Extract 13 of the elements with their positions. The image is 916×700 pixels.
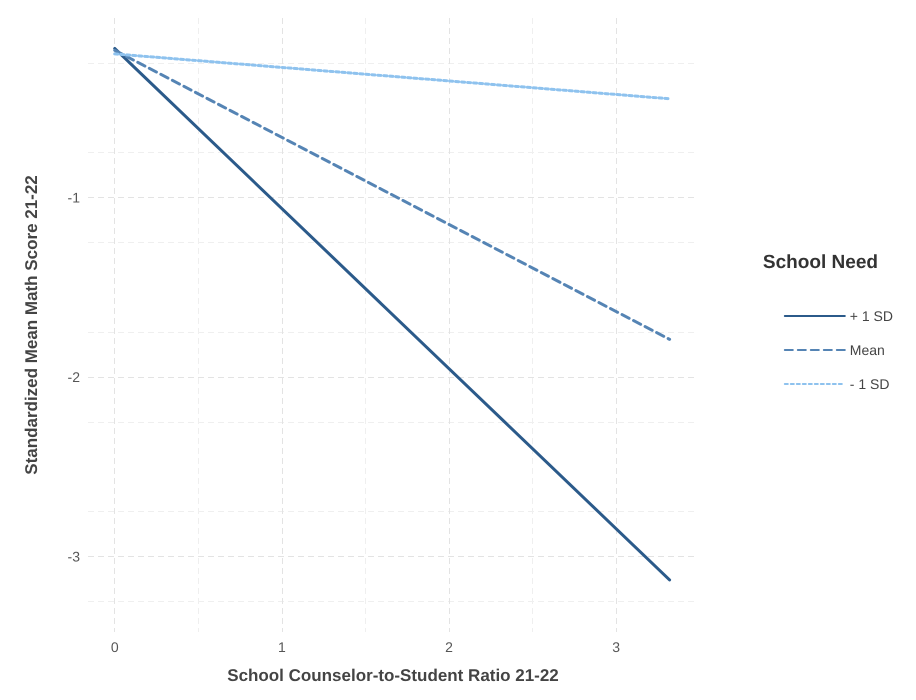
legend-title: School Need	[762, 252, 878, 273]
y-tick-label: -3	[68, 548, 80, 565]
x-axis-title: School Counselor-to-Student Ratio 21-22	[227, 666, 559, 685]
legend-label: Mean	[850, 342, 885, 358]
y-tick-label: -1	[68, 190, 80, 206]
legend-label: - 1 SD	[850, 376, 890, 392]
y-tick-label: -2	[68, 369, 80, 386]
x-tick-label: 0	[110, 639, 119, 655]
legend-label: + 1 SD	[850, 308, 894, 324]
x-tick-label: 1	[278, 639, 286, 655]
x-tick-label: 2	[445, 639, 454, 655]
y-axis-title: Standardized Mean Math Score 21-22	[22, 175, 41, 475]
x-tick-label: 3	[612, 639, 620, 655]
